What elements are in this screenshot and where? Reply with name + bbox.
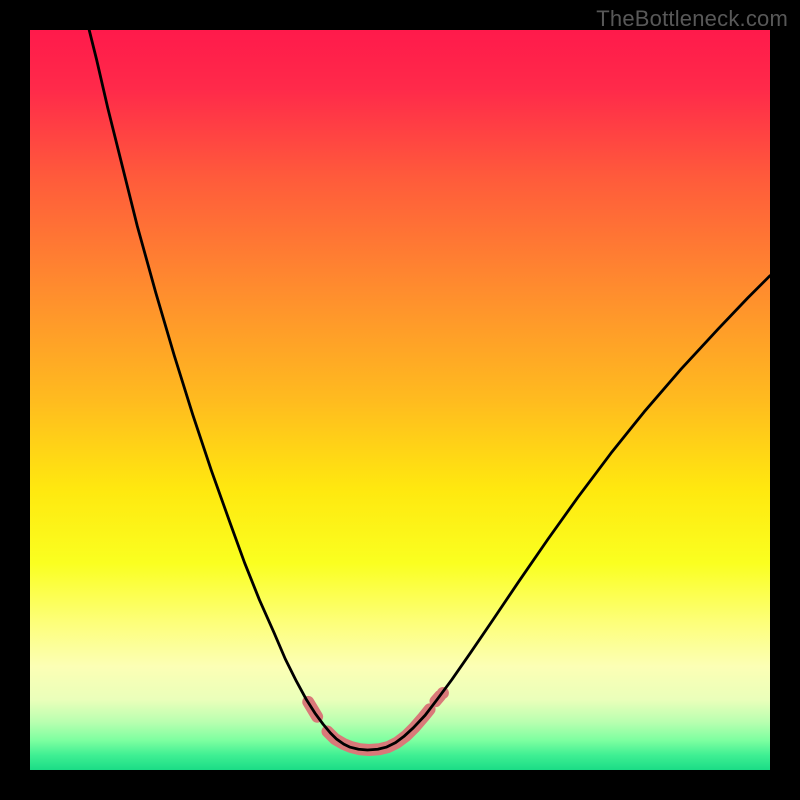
- watermark-label: TheBottleneck.com: [596, 6, 788, 32]
- chart-frame: TheBottleneck.com: [0, 0, 800, 800]
- plot-svg: [30, 30, 770, 770]
- plot-area: [30, 30, 770, 770]
- gradient-background: [30, 30, 770, 770]
